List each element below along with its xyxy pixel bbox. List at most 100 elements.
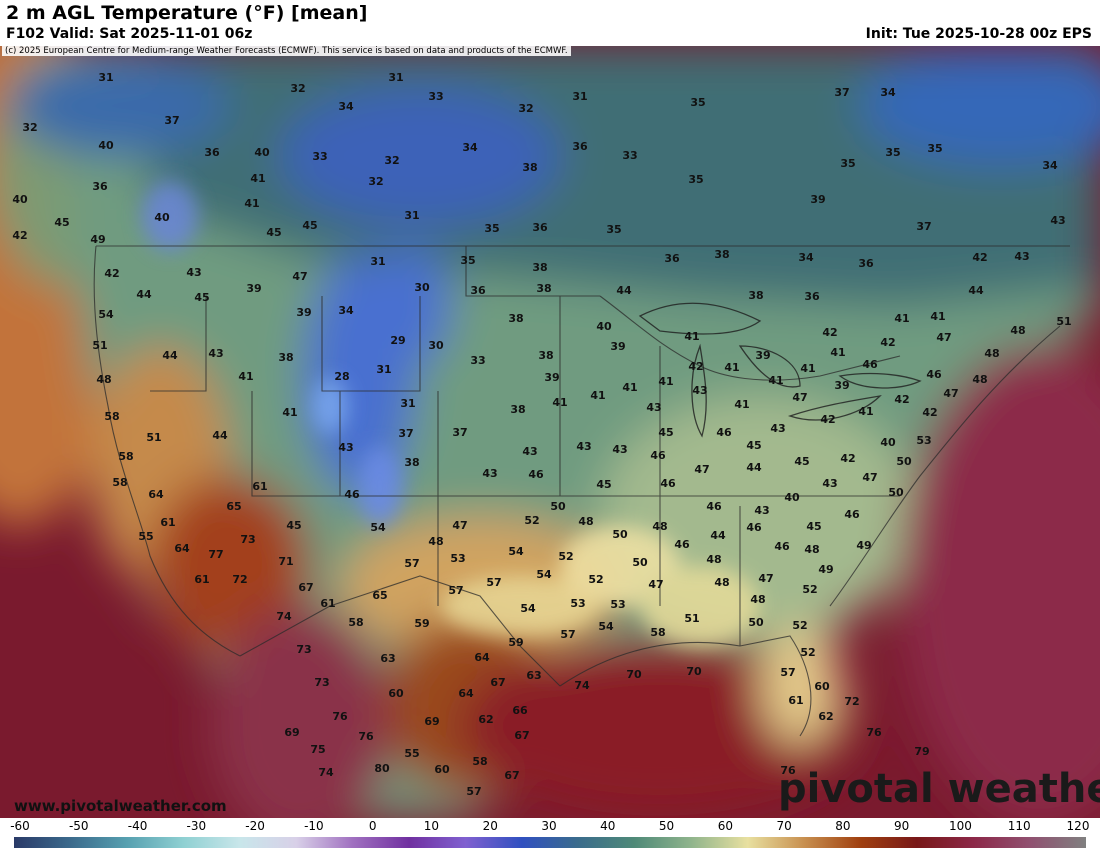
temperature-label: 42 xyxy=(12,229,27,242)
temperature-label: 63 xyxy=(526,669,541,682)
temperature-label: 43 xyxy=(208,347,223,360)
temperature-label: 44 xyxy=(746,461,762,474)
temperature-label: 61 xyxy=(160,516,175,529)
color-scale-bar xyxy=(14,837,1086,848)
temperature-label: 47 xyxy=(943,387,958,400)
website-link[interactable]: www.pivotalweather.com xyxy=(14,797,227,815)
state-borders xyxy=(93,245,1070,737)
temperature-label: 48 xyxy=(96,373,111,386)
temperature-label: 35 xyxy=(885,146,900,159)
temperature-label: 38 xyxy=(536,282,551,295)
color-scale-tick-label: 80 xyxy=(835,819,851,833)
temperature-label: 44 xyxy=(136,288,152,301)
temperature-label: 45 xyxy=(54,216,69,229)
temperature-label: 32 xyxy=(368,175,383,188)
color-scale-tick-label: 60 xyxy=(717,819,733,833)
temperature-label: 37 xyxy=(916,220,931,233)
temperature-label: 42 xyxy=(820,413,835,426)
temperature-label: 46 xyxy=(650,449,666,462)
temperature-label: 37 xyxy=(398,427,413,440)
temperature-label: 44 xyxy=(162,349,178,362)
temperature-label: 74 xyxy=(574,679,590,692)
temperature-label: 48 xyxy=(428,535,443,548)
temperature-label: 49 xyxy=(90,233,105,246)
temperature-label: 45 xyxy=(746,439,761,452)
temperature-label: 39 xyxy=(834,379,849,392)
temperature-label: 40 xyxy=(154,211,170,224)
temperature-label: 42 xyxy=(894,393,909,406)
temperature-label: 64 xyxy=(458,687,474,700)
temperature-label: 37 xyxy=(452,426,467,439)
temperature-label: 41 xyxy=(858,405,873,418)
temperature-label: 59 xyxy=(508,636,523,649)
temperature-label: 55 xyxy=(404,747,419,760)
temperature-label: 47 xyxy=(758,572,773,585)
temperature-label: 31 xyxy=(98,71,113,84)
temperature-label: 42 xyxy=(840,452,855,465)
temperature-label: 36 xyxy=(664,252,680,265)
temperature-label: 47 xyxy=(862,471,877,484)
temperature-label: 52 xyxy=(802,583,817,596)
temperature-label: 50 xyxy=(748,616,764,629)
temperature-label: 53 xyxy=(916,434,931,447)
color-scale-tick-label: -50 xyxy=(68,819,89,833)
temperature-label: 67 xyxy=(504,769,519,782)
color-scale-tick-label: 50 xyxy=(658,819,675,833)
color-scale-tick-label: 40 xyxy=(600,819,616,833)
temperature-label: 31 xyxy=(376,363,391,376)
temperature-label: 63 xyxy=(380,652,395,665)
temperature-label: 37 xyxy=(164,114,179,127)
temperature-label: 54 xyxy=(598,620,614,633)
valid-time: F102 Valid: Sat 2025-11-01 06z xyxy=(6,26,253,42)
temperature-label: 43 xyxy=(754,504,769,517)
temperature-label: 42 xyxy=(880,336,895,349)
temperature-map[interactable]: 31 31 32 33 31 35 37 34 32 37 34 32 40 36 40 33 32 34 36 33… xyxy=(0,46,1100,818)
temperature-label: 48 xyxy=(984,347,999,360)
temperature-label: 46 xyxy=(746,521,762,534)
temperature-label: 41 xyxy=(830,346,845,359)
temperature-label: 38 xyxy=(508,312,523,325)
temperature-label: 41 xyxy=(238,370,253,383)
temperature-label: 31 xyxy=(572,90,587,103)
temperature-label: 73 xyxy=(314,676,329,689)
temperature-label: 48 xyxy=(578,515,593,528)
temperature-label: 42 xyxy=(822,326,837,339)
temperature-label: 44 xyxy=(710,529,726,542)
temperature-label: 58 xyxy=(650,626,665,639)
temperature-label: 35 xyxy=(688,173,703,186)
temperature-label: 70 xyxy=(686,665,702,678)
temperature-label: 64 xyxy=(474,651,490,664)
temperature-label: 37 xyxy=(834,86,849,99)
temperature-label: 66 xyxy=(512,704,528,717)
temperature-label: 33 xyxy=(312,150,327,163)
temperature-label: 52 xyxy=(792,619,807,632)
temperature-label: 60 xyxy=(434,763,450,776)
color-scale-tick-label: 100 xyxy=(948,819,972,833)
temperature-label: 76 xyxy=(780,764,796,777)
temperature-label: 39 xyxy=(755,349,770,362)
temperature-label: 55 xyxy=(138,530,153,543)
temperature-label: 53 xyxy=(610,598,625,611)
temperature-label: 50 xyxy=(632,556,648,569)
temperature-label: 32 xyxy=(384,154,399,167)
temperature-label: 38 xyxy=(404,456,419,469)
temperature-label: 73 xyxy=(240,533,255,546)
temperature-label: 41 xyxy=(724,361,739,374)
temperature-label: 32 xyxy=(22,121,37,134)
temperature-label: 41 xyxy=(930,310,945,323)
color-scale-tick-label: -20 xyxy=(245,819,265,833)
color-scale-tick-label: 70 xyxy=(776,819,792,833)
temperature-label: 36 xyxy=(804,290,820,303)
init-time: Init: Tue 2025-10-28 00z EPS xyxy=(865,26,1092,42)
temperature-label: 41 xyxy=(244,197,259,210)
temperature-label: 50 xyxy=(612,528,628,541)
temperature-label: 38 xyxy=(532,261,547,274)
temperature-label: 60 xyxy=(814,680,830,693)
temperature-label: 41 xyxy=(552,396,567,409)
temperature-label: 33 xyxy=(622,149,637,162)
temperature-label: 39 xyxy=(610,340,625,353)
temperature-label: 40 xyxy=(98,139,114,152)
temperature-label: 69 xyxy=(284,726,299,739)
temperature-label: 46 xyxy=(706,500,722,513)
temperature-label: 38 xyxy=(748,289,763,302)
